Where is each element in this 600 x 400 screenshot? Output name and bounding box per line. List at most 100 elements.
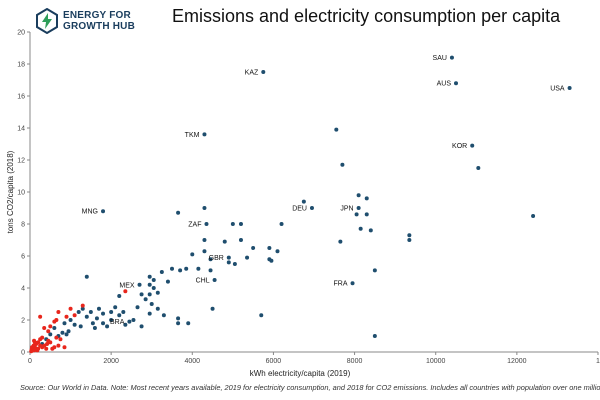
data-point — [64, 332, 69, 337]
data-point — [309, 206, 314, 210]
data-point — [105, 324, 110, 329]
x-tick-label: 4000 — [184, 358, 200, 365]
data-point — [68, 306, 73, 311]
data-point — [176, 210, 181, 215]
data-point — [238, 238, 243, 242]
logo-line-1: ENERGY FOR — [63, 10, 131, 21]
data-point — [149, 302, 154, 306]
data-point — [60, 330, 65, 335]
data-point — [449, 55, 454, 60]
data-point — [176, 321, 181, 326]
data-point — [354, 212, 359, 217]
data-point — [72, 313, 77, 318]
data-point — [139, 324, 144, 329]
data-point — [101, 209, 106, 214]
data-point — [92, 326, 97, 330]
y-tick-label: 14 — [17, 126, 25, 133]
data-point — [45, 342, 50, 346]
data-point — [232, 262, 237, 266]
data-point — [121, 310, 126, 314]
data-point — [178, 268, 183, 273]
data-point — [212, 278, 217, 282]
data-points — [29, 55, 572, 354]
data-point — [151, 278, 156, 282]
data-point — [340, 162, 345, 167]
data-point — [68, 318, 73, 322]
data-point — [52, 319, 57, 324]
point-label: AUS — [437, 81, 452, 88]
data-point — [226, 255, 231, 260]
data-point — [245, 255, 250, 260]
data-point — [364, 212, 369, 217]
data-point — [147, 282, 152, 287]
data-point — [204, 222, 209, 226]
point-label: CHL — [196, 278, 210, 285]
data-point — [56, 310, 61, 314]
data-point — [113, 305, 118, 310]
y-tick-label: 10 — [17, 190, 25, 197]
data-point — [32, 340, 37, 345]
data-point — [80, 303, 85, 308]
data-point — [372, 334, 377, 338]
data-point — [208, 257, 213, 262]
data-point — [176, 316, 181, 321]
data-point — [202, 238, 207, 242]
data-point — [56, 343, 61, 348]
point-label: KOR — [452, 143, 467, 150]
y-tick-label: 8 — [21, 222, 25, 229]
data-point — [476, 166, 481, 170]
data-point — [46, 329, 51, 334]
y-tick-label: 16 — [17, 94, 25, 101]
data-point — [155, 306, 160, 311]
data-point — [52, 345, 57, 350]
data-point — [48, 332, 53, 337]
data-point — [356, 193, 361, 198]
data-point — [62, 321, 67, 326]
y-tick-label: 12 — [17, 158, 25, 165]
data-point — [38, 337, 43, 342]
data-point — [101, 311, 106, 316]
axes: 0 2 4 6 8 10 12 14 16 18 20 0 2000 4000 6000 8000 10000 1… — [6, 30, 600, 379]
data-point — [470, 143, 475, 148]
chart-title: Emissions and electricity consumption pe… — [172, 6, 561, 26]
x-tick-label: 2000 — [103, 358, 119, 365]
data-point — [123, 322, 128, 327]
data-point — [202, 249, 207, 254]
data-point — [38, 343, 43, 348]
data-point — [147, 292, 152, 297]
data-point — [143, 297, 148, 302]
x-tick-label: 0 — [28, 358, 32, 365]
data-point — [155, 290, 160, 295]
data-point — [269, 258, 274, 263]
data-point — [338, 239, 343, 244]
data-point — [202, 206, 207, 210]
data-point — [84, 274, 89, 279]
y-tick-label: 4 — [21, 286, 25, 293]
data-point — [226, 260, 231, 265]
point-label: MNG — [82, 209, 98, 216]
data-point — [52, 326, 57, 330]
point-label: USA — [550, 86, 565, 93]
data-point — [38, 314, 43, 319]
point-label: GBR — [209, 255, 224, 262]
x-tick-label: 1 — [596, 358, 600, 365]
data-point — [88, 310, 93, 314]
data-point — [222, 239, 227, 244]
data-point — [131, 318, 136, 322]
data-point — [90, 321, 95, 326]
data-point — [407, 233, 412, 238]
data-point — [358, 226, 363, 231]
data-point — [42, 326, 47, 330]
logo-line-2: GROWTH HUB — [63, 21, 135, 32]
logo-text: ENERGY FOR GROWTH HUB — [63, 10, 135, 32]
point-label: TKM — [185, 132, 200, 139]
x-tick-label: 8000 — [347, 358, 363, 365]
data-point — [96, 306, 101, 311]
y-tick-label: 0 — [21, 350, 25, 357]
data-point — [109, 318, 114, 322]
data-point — [334, 127, 339, 132]
data-point — [94, 316, 99, 321]
data-point — [80, 306, 85, 311]
data-point — [531, 214, 536, 218]
